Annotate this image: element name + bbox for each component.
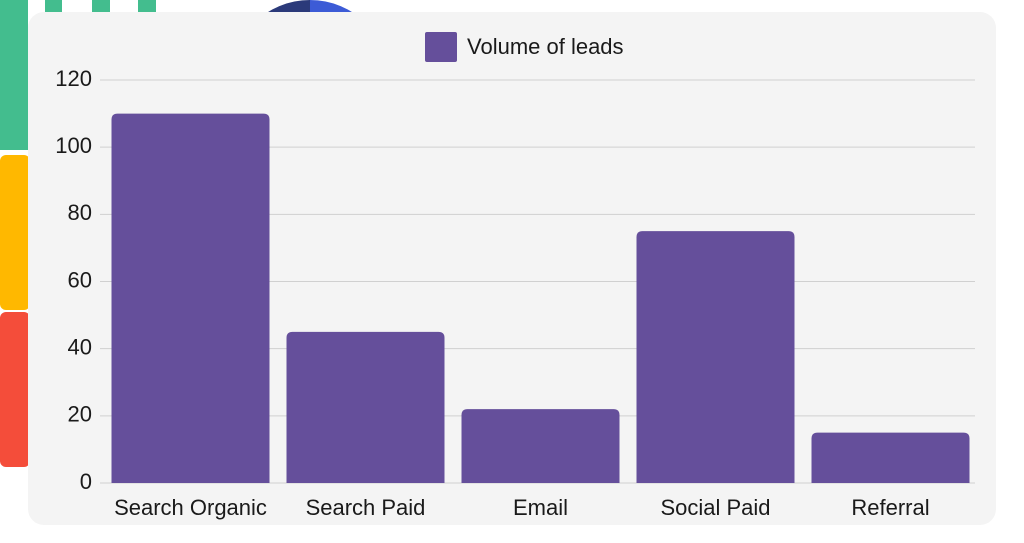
- green-block: [138, 0, 156, 12]
- bar: [636, 231, 795, 483]
- x-tick-label: Email: [513, 495, 568, 520]
- y-tick-label: 20: [68, 402, 92, 427]
- x-tick-label: Search Paid: [306, 495, 426, 520]
- y-tick-label: 120: [55, 66, 92, 91]
- bar: [286, 331, 445, 483]
- bar: [811, 432, 970, 483]
- y-tick-label: 40: [68, 334, 92, 359]
- legend-label: Volume of leads: [467, 34, 624, 59]
- bar: [461, 409, 620, 483]
- green-block: [92, 0, 110, 12]
- y-tick-label: 80: [68, 200, 92, 225]
- x-tick-label: Search Organic: [114, 495, 267, 520]
- x-tick-label: Social Paid: [660, 495, 770, 520]
- bar: [111, 113, 270, 483]
- x-tick-label: Referral: [851, 495, 929, 520]
- y-tick-label: 100: [55, 133, 92, 158]
- red-strip: [0, 312, 30, 467]
- green-strip: [0, 0, 28, 150]
- green-block: [45, 0, 62, 12]
- legend-swatch: [425, 32, 457, 62]
- y-tick-label: 60: [68, 267, 92, 292]
- y-tick-label: 0: [80, 469, 92, 494]
- yellow-strip: [0, 155, 30, 310]
- chart: 0 20 40 60 80 100 120 Volume of leads Search Org…: [55, 32, 975, 520]
